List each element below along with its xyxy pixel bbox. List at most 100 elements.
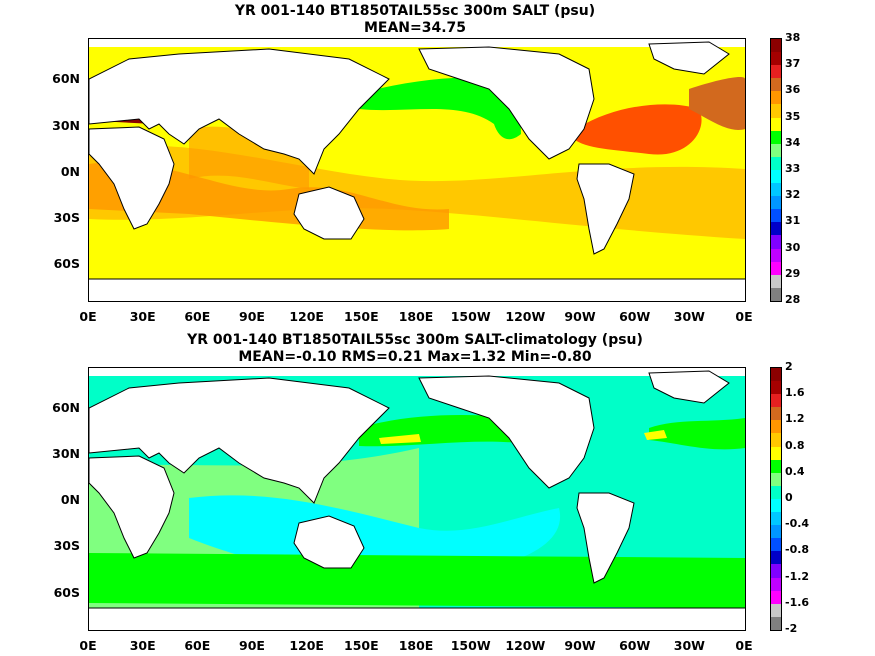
panel1-subtitle: MEAN=34.75 <box>363 20 467 36</box>
panel1-title: YR 001-140 BT1850TAIL55sc 300m SALT (psu… <box>234 3 596 19</box>
panel2-title: YR 001-140 BT1850TAIL55sc 300m SALT-clim… <box>187 332 643 348</box>
colorbar-label: 1.2 <box>785 412 805 426</box>
lon-label: 90W <box>564 309 596 324</box>
colorbar-segment <box>771 78 781 92</box>
colorbar-segment <box>771 156 781 170</box>
colorbar-segment <box>771 104 781 118</box>
colorbar-segment <box>771 287 781 301</box>
lat-label-30n: 30N <box>52 446 80 461</box>
lat-label-0n: 0N <box>60 164 80 179</box>
lat-label-30n: 30N <box>52 118 80 133</box>
colorbar-segment <box>771 472 781 486</box>
lat-label-60s: 60S <box>53 585 80 600</box>
colorbar-label: -0.4 <box>785 517 810 531</box>
colorbar-label: 33 <box>785 162 801 175</box>
lon-label: 120W <box>505 309 546 324</box>
lon-label: 30W <box>673 309 705 324</box>
colorbar-segment <box>771 209 781 223</box>
lon-label: 150E <box>344 309 379 324</box>
colorbar-segment <box>771 433 781 447</box>
lon-label: 60W <box>619 638 651 653</box>
colorbar-segment <box>771 459 781 473</box>
colorbar-segment <box>771 196 781 210</box>
lon-label: 30E <box>129 638 156 653</box>
lat-label-60n: 60N <box>52 71 80 86</box>
colorbar-label: 29 <box>785 266 801 280</box>
lon-label: 120E <box>289 309 324 324</box>
colorbar-label: 1.6 <box>785 386 805 400</box>
colorbar-label: 37 <box>785 57 801 71</box>
lon-label: 120E <box>289 638 324 653</box>
lat-label-30s: 30S <box>53 210 80 225</box>
lat-label-60n: 60N <box>52 400 80 415</box>
colorbar-segment <box>771 381 781 395</box>
colorbar-label: 30 <box>785 240 801 254</box>
colorbar-segment <box>771 169 781 184</box>
colorbar-2 <box>770 367 782 631</box>
colorbar-label: -0.8 <box>785 543 810 557</box>
colorbar-segment <box>771 222 781 236</box>
lon-label: 180E <box>398 638 434 653</box>
colorbar-segment <box>771 564 781 578</box>
colorbar-segment <box>771 117 781 131</box>
lon-label: 180E <box>398 309 434 324</box>
colorbar-label: -1.2 <box>785 569 810 583</box>
colorbar-segment <box>771 551 781 565</box>
colorbar-label: 32 <box>785 188 801 202</box>
colorbar-label: -2 <box>785 622 798 635</box>
colorbar-label: 2 <box>785 360 793 373</box>
colorbar-label: 34 <box>785 135 801 149</box>
colorbar-label: 31 <box>785 214 801 228</box>
colorbar-segment <box>771 91 781 105</box>
lon-label: 0E <box>79 638 97 653</box>
colorbar-label: 36 <box>785 83 801 97</box>
lon-label: 0E <box>735 638 753 653</box>
colorbar-segment <box>771 261 781 275</box>
lon-label: 60E <box>184 309 211 324</box>
colorbar-segment <box>771 274 781 288</box>
lon-label: 90W <box>564 638 596 653</box>
colorbar-segment <box>771 407 781 421</box>
colorbar-segment <box>771 39 781 53</box>
lon-label: 90E <box>239 638 265 653</box>
colorbar-segment <box>771 603 781 617</box>
lon-label: 0E <box>735 309 753 324</box>
lon-label: 30W <box>673 638 705 653</box>
lon-label: 60W <box>619 309 651 324</box>
salinity-anomaly-map <box>88 367 746 631</box>
colorbar-segment <box>771 394 781 408</box>
colorbar-segment <box>771 498 781 513</box>
colorbar-1 <box>770 38 782 302</box>
colorbar-segment <box>771 65 781 79</box>
colorbar-segment <box>771 235 781 249</box>
colorbar-label: 28 <box>785 293 801 306</box>
colorbar-segment <box>771 616 781 630</box>
colorbar-segment <box>771 368 781 382</box>
colorbar-segment <box>771 248 781 262</box>
colorbar-label: 38 <box>785 31 801 44</box>
colorbar-segment <box>771 52 781 66</box>
lon-label: 60E <box>184 638 211 653</box>
salinity-map <box>88 38 746 302</box>
colorbar-label: 35 <box>785 109 801 123</box>
colorbar-segment <box>771 525 781 539</box>
lon-label: 150E <box>344 638 379 653</box>
colorbar-label: 0.8 <box>785 438 805 452</box>
colorbar-segment <box>771 130 781 144</box>
colorbar-label: 0 <box>785 491 793 504</box>
lon-label: 30E <box>129 309 156 324</box>
colorbar-label: -1.6 <box>785 595 810 609</box>
lon-label: 90E <box>239 309 265 324</box>
colorbar-segment <box>771 183 781 197</box>
panel2-subtitle: MEAN=-0.10 RMS=0.21 Max=1.32 Min=-0.80 <box>238 349 592 365</box>
colorbar-segment <box>771 512 781 526</box>
colorbar-segment <box>771 143 781 157</box>
colorbar-segment <box>771 420 781 434</box>
lat-label-0n: 0N <box>60 492 80 507</box>
colorbar-segment <box>771 538 781 552</box>
colorbar-segment <box>771 446 781 460</box>
colorbar-label: 0.4 <box>785 464 805 478</box>
lat-label-30s: 30S <box>53 538 80 553</box>
lat-label-60s: 60S <box>53 256 80 271</box>
colorbar-segment <box>771 590 781 604</box>
